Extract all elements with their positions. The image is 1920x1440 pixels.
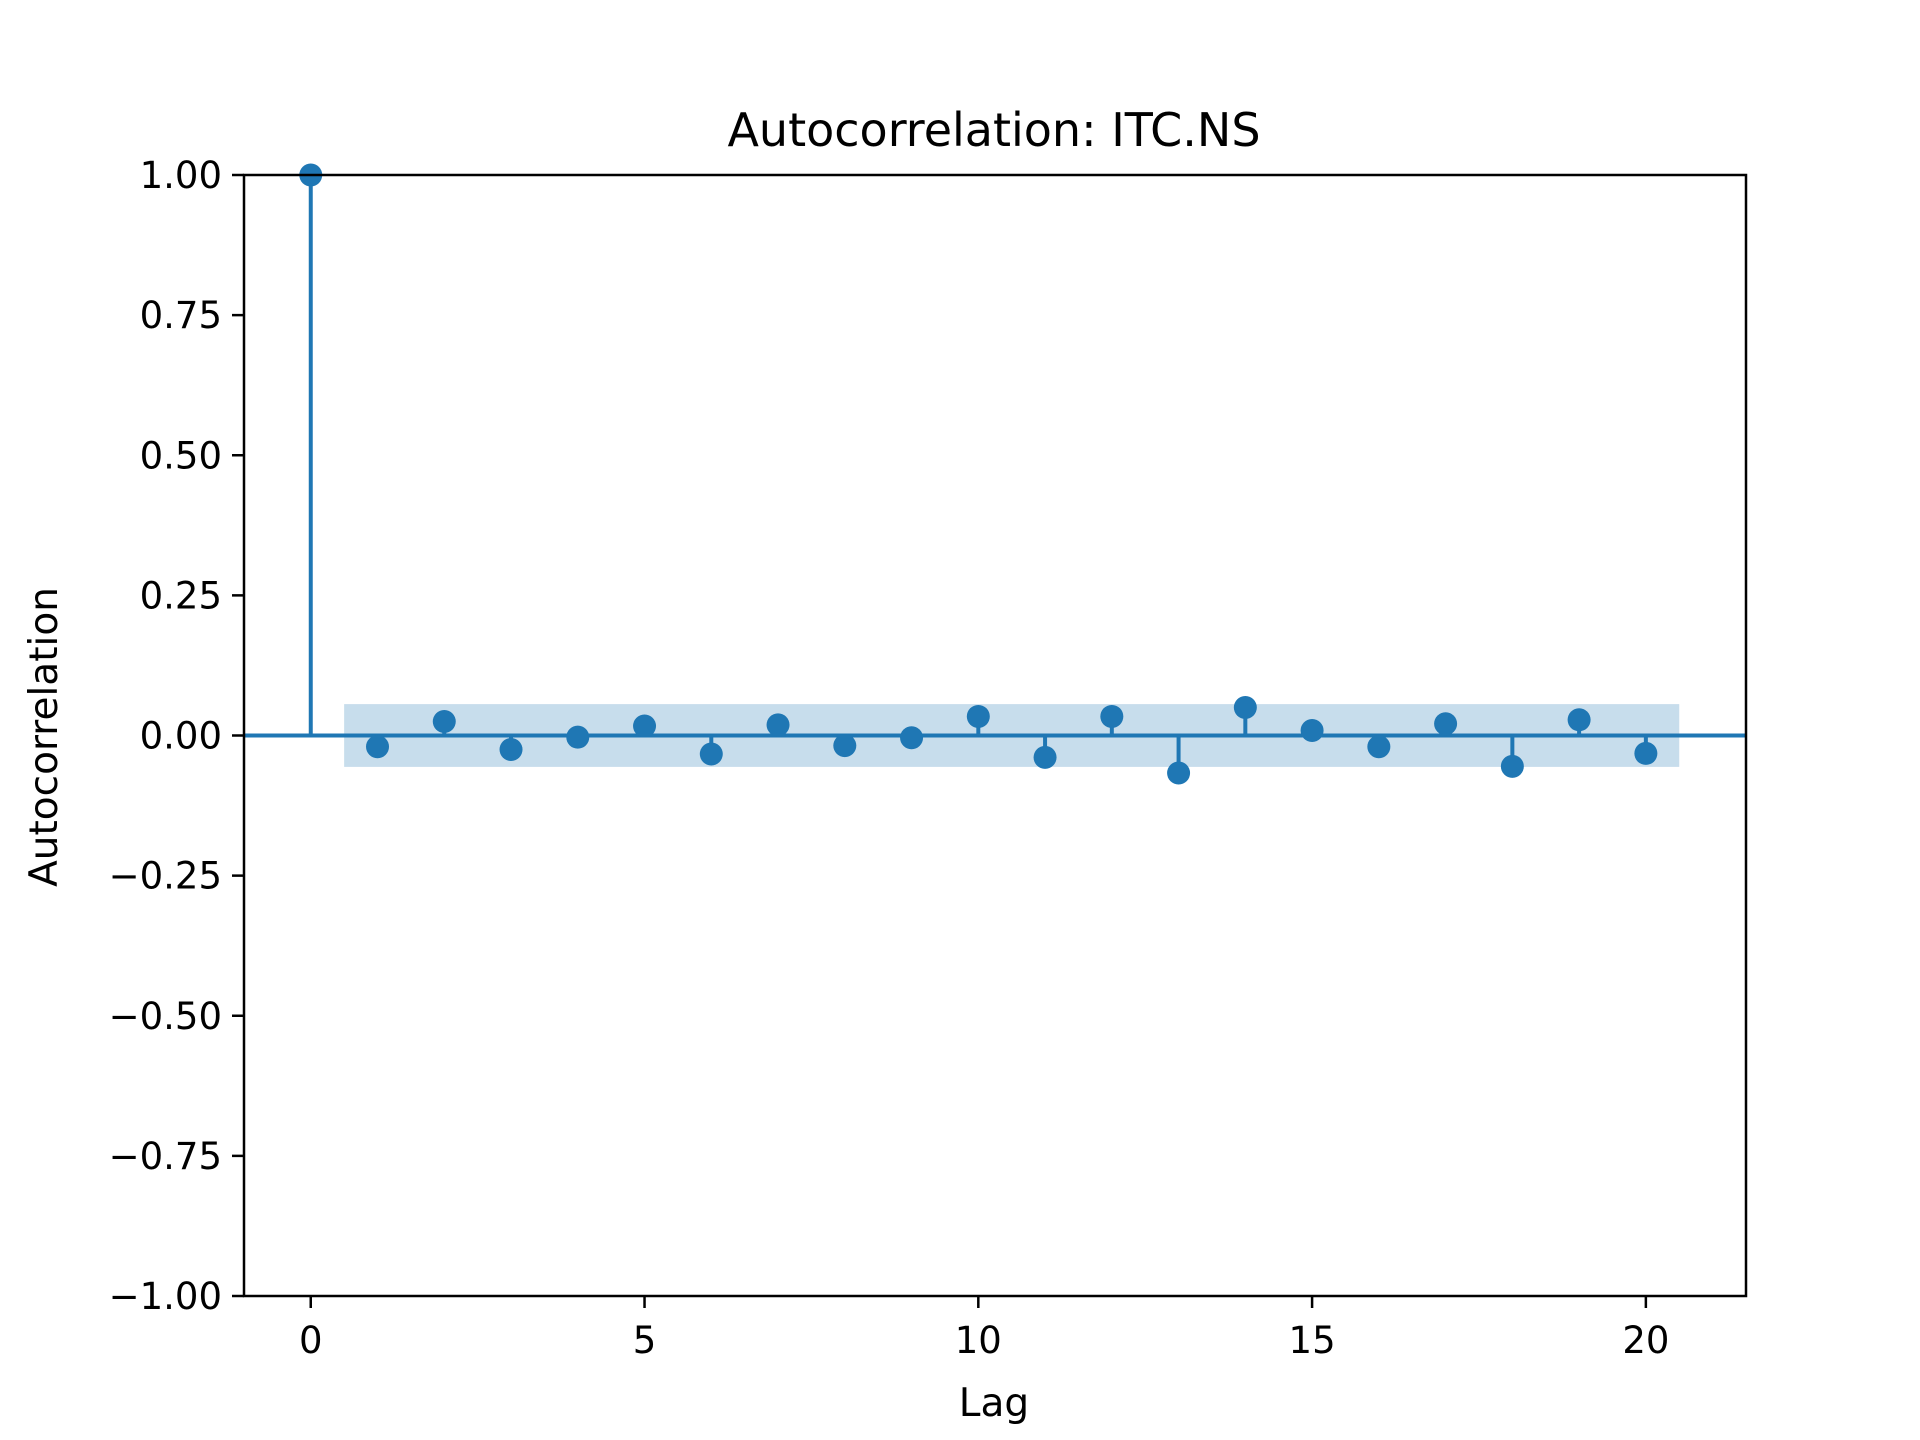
stem-marker <box>1567 708 1591 732</box>
x-axis-label: Lag <box>959 1381 1029 1426</box>
stem-marker <box>699 742 723 766</box>
stem-marker <box>1634 741 1658 765</box>
x-tick-label: 5 <box>633 1319 657 1362</box>
stem-marker <box>566 725 590 749</box>
x-tick-label: 15 <box>1289 1319 1336 1362</box>
stem-marker <box>900 726 924 750</box>
stem-marker <box>833 734 857 758</box>
stem-marker <box>1167 761 1191 785</box>
stem-marker <box>966 704 990 728</box>
stem-marker <box>1033 745 1057 769</box>
stems-layer <box>299 163 1658 785</box>
stem-marker <box>1300 718 1324 742</box>
stem-marker <box>1500 754 1524 778</box>
ticks-layer: 0 5 10 15 20 1.00 0.75 0.50 0.25 0.00 −0.25 −0.50 −0… <box>109 154 1670 1362</box>
y-tick-label: 0.25 <box>140 574 222 617</box>
y-tick-label: −1.00 <box>109 1275 222 1318</box>
stem-marker <box>499 738 523 762</box>
y-tick-label: 1.00 <box>140 154 222 197</box>
y-tick-label: −0.25 <box>109 855 222 898</box>
y-tick-label: 0.75 <box>140 294 222 337</box>
stem-marker <box>366 735 390 759</box>
stem-marker <box>766 713 790 737</box>
y-tick-label: −0.50 <box>109 995 222 1038</box>
stem-marker <box>1233 695 1257 719</box>
x-tick-label: 20 <box>1622 1319 1669 1362</box>
stem-marker <box>432 709 456 733</box>
y-tick-label: 0.50 <box>140 434 222 477</box>
stem-marker <box>633 714 657 738</box>
stem-marker <box>1434 712 1458 736</box>
stem-marker <box>1100 704 1124 728</box>
y-axis-label: Autocorrelation <box>22 587 67 887</box>
x-tick-label: 0 <box>299 1319 323 1362</box>
y-tick-label: 0.00 <box>140 715 222 758</box>
stem-marker <box>1367 735 1391 759</box>
y-tick-label: −0.75 <box>109 1135 222 1178</box>
chart-title: Autocorrelation: ITC.NS <box>727 103 1260 157</box>
x-tick-label: 10 <box>955 1319 1002 1362</box>
